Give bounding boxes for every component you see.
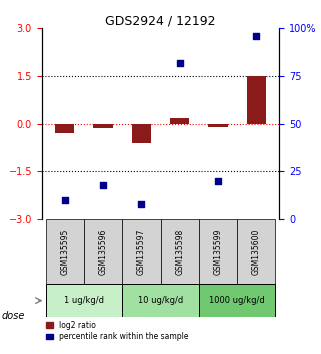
Bar [132,124,151,143]
Point [62,197,67,203]
FancyBboxPatch shape [46,284,122,317]
Bar [93,124,113,129]
Point [215,178,221,184]
Legend: log2 ratio, percentile rank within the sample: log2 ratio, percentile rank within the s… [42,318,192,344]
Text: GSM135600: GSM135600 [252,228,261,275]
Bar [247,76,266,124]
Point [254,33,259,39]
Point [139,201,144,206]
Point [100,182,106,188]
Text: 1000 ug/kg/d: 1000 ug/kg/d [209,296,265,305]
Text: GSM135598: GSM135598 [175,228,184,275]
FancyBboxPatch shape [237,219,275,284]
Bar [170,118,189,124]
Text: GSM135599: GSM135599 [213,228,222,275]
FancyBboxPatch shape [122,219,160,284]
Bar [208,124,228,127]
Text: 1 ug/kg/d: 1 ug/kg/d [64,296,104,305]
FancyBboxPatch shape [46,219,84,284]
Point [177,60,182,65]
FancyBboxPatch shape [160,219,199,284]
FancyBboxPatch shape [84,219,122,284]
FancyBboxPatch shape [199,284,275,317]
FancyBboxPatch shape [199,219,237,284]
Text: dose: dose [2,311,25,321]
Title: GDS2924 / 12192: GDS2924 / 12192 [105,14,216,27]
FancyBboxPatch shape [122,284,199,317]
Text: GSM135597: GSM135597 [137,228,146,275]
Text: GSM135596: GSM135596 [99,228,108,275]
Text: GSM135595: GSM135595 [60,228,69,275]
Bar [55,124,74,132]
Text: 10 ug/kg/d: 10 ug/kg/d [138,296,183,305]
